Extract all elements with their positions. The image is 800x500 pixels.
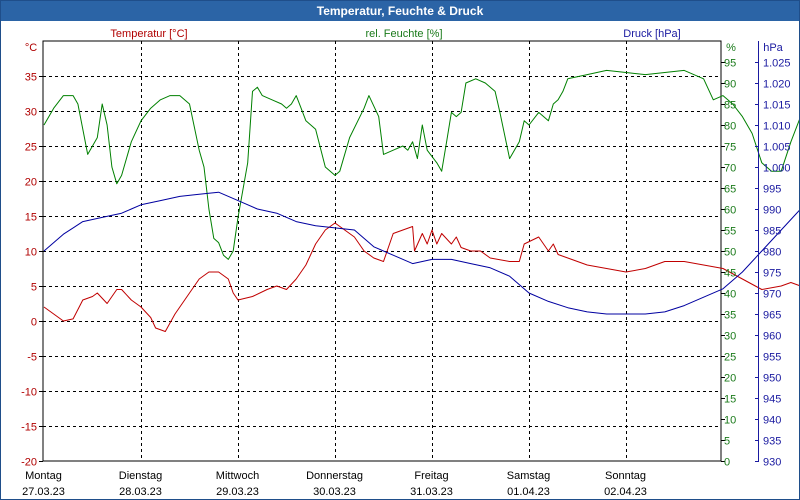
day-name-label: Freitag [414, 470, 448, 482]
chart-series [43, 69, 799, 332]
pressure-tick-label: 930 [763, 457, 781, 469]
humidity-tick-label: 15 [724, 394, 736, 406]
day-date-label: 29.03.23 [216, 486, 259, 498]
pressure-tick-label: 970 [763, 289, 781, 301]
pressure-tick-label: 975 [763, 268, 781, 280]
pressure-tick-label: 940 [763, 415, 781, 427]
pressure-axis-unit: hPa [763, 42, 783, 54]
day-date-label: 27.03.23 [22, 486, 65, 498]
temperature-tick-label: -10 [21, 387, 37, 399]
day-name-label: Mittwoch [216, 470, 259, 482]
humidity-tick-label: 5 [724, 436, 730, 448]
humidity-tick-label: 25 [724, 352, 736, 364]
humidity-tick-label: 40 [724, 289, 736, 301]
temperature-tick-label: -15 [21, 422, 37, 434]
humidity-tick-label: 55 [724, 226, 736, 238]
pressure-series-line [43, 191, 799, 315]
temperature-tick-label: -20 [21, 457, 37, 469]
pressure-tick-label: 1.020 [763, 79, 791, 91]
window-title: Temperatur, Feuchte & Druck [1, 1, 799, 21]
temperature-tick-label: -5 [27, 352, 37, 364]
temperature-tick-label: 0 [31, 317, 37, 329]
temperature-tick-label: 30 [25, 107, 37, 119]
temperature-tick-label: 5 [31, 282, 37, 294]
humidity-tick-label: 75 [724, 142, 736, 154]
pressure-tick-label: 945 [763, 394, 781, 406]
day-name-label: Montag [25, 470, 62, 482]
pressure-tick-label: 950 [763, 373, 781, 385]
pressure-tick-label: 1.025 [763, 58, 791, 70]
humidity-tick-label: 60 [724, 205, 736, 217]
humidity-tick-label: 70 [724, 163, 736, 175]
humidity-series-line [43, 69, 799, 260]
humidity-tick-label: 50 [724, 247, 736, 259]
pressure-tick-label: 1.015 [763, 100, 791, 112]
day-name-label: Dienstag [119, 470, 162, 482]
humidity-tick-label: 20 [724, 373, 736, 385]
humidity-tick-label: 10 [724, 415, 736, 427]
chart-grid [42, 40, 722, 462]
temperature-axis-unit: °C [25, 42, 37, 54]
pressure-tick-label: 960 [763, 331, 781, 343]
day-name-label: Sonntag [605, 470, 646, 482]
humidity-tick-label: 65 [724, 184, 736, 196]
temperature-tick-label: 35 [25, 72, 37, 84]
humidity-tick-label: 90 [724, 79, 736, 91]
humidity-tick-label: 35 [724, 310, 736, 322]
humidity-axis-unit: % [726, 42, 736, 54]
pressure-tick-label: 965 [763, 310, 781, 322]
temperature-tick-label: 15 [25, 212, 37, 224]
pressure-tick-label: 955 [763, 352, 781, 364]
pressure-tick-label: 1.005 [763, 142, 791, 154]
temperature-tick-label: 20 [25, 177, 37, 189]
pressure-tick-label: 990 [763, 205, 781, 217]
day-date-label: 28.03.23 [119, 486, 162, 498]
day-date-label: 01.04.23 [507, 486, 550, 498]
pressure-tick-label: 1.010 [763, 121, 791, 133]
pressure-tick-label: 995 [763, 184, 781, 196]
temperature-series-line [43, 222, 799, 332]
day-date-label: 02.04.23 [604, 486, 647, 498]
day-date-label: 30.03.23 [313, 486, 356, 498]
temperature-axis-label: Temperatur [°C] [110, 28, 187, 40]
pressure-axis-label: Druck [hPa] [623, 28, 680, 40]
temperature-tick-label: 25 [25, 142, 37, 154]
humidity-tick-label: 0 [724, 457, 730, 469]
pressure-tick-label: 935 [763, 436, 781, 448]
temperature-tick-label: 10 [25, 247, 37, 259]
humidity-tick-label: 80 [724, 121, 736, 133]
pressure-tick-label: 985 [763, 226, 781, 238]
day-name-label: Samstag [507, 470, 550, 482]
humidity-tick-label: 30 [724, 331, 736, 343]
humidity-tick-label: 45 [724, 268, 736, 280]
day-date-label: 31.03.23 [410, 486, 453, 498]
humidity-tick-label: 95 [724, 58, 736, 70]
day-name-label: Donnerstag [306, 470, 363, 482]
chart-axes: °C Temperatur [°C] rel. Feuchte [%] % Dr… [21, 28, 790, 498]
pressure-tick-label: 1.000 [763, 163, 791, 175]
humidity-axis-label: rel. Feuchte [%] [365, 28, 442, 40]
pressure-tick-label: 980 [763, 247, 781, 259]
humidity-tick-label: 85 [724, 100, 736, 112]
